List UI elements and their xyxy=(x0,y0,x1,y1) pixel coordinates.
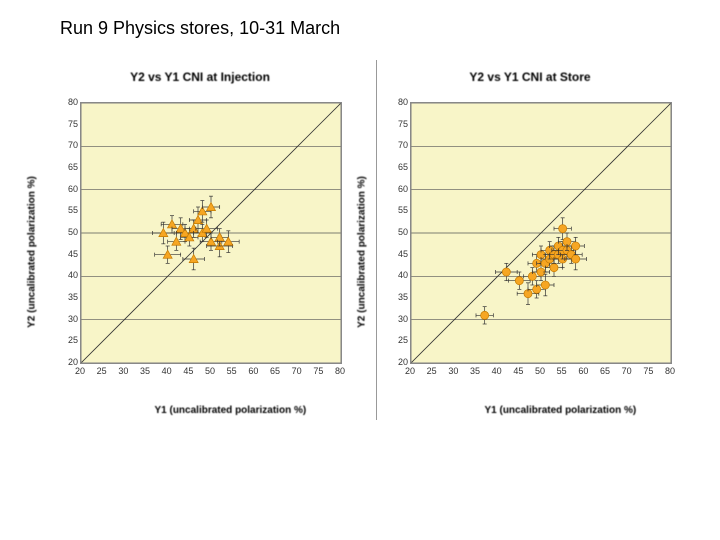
y-tick: 55 xyxy=(68,205,78,215)
chart-pair: Y2 vs Y1 CNI at Injection Y2 (uncalibrat… xyxy=(40,70,690,412)
x-tick: 75 xyxy=(643,366,653,376)
y-tick: 50 xyxy=(398,227,408,237)
plot-area xyxy=(410,102,672,364)
x-tick: 60 xyxy=(248,366,258,376)
y-tick: 60 xyxy=(68,184,78,194)
x-tick: 70 xyxy=(292,366,302,376)
x-tick: 35 xyxy=(140,366,150,376)
chart-store: Y2 vs Y1 CNI at Store Y2 (uncalibrated p… xyxy=(370,70,690,412)
plot-wrap: Y2 (uncalibrated polarization %) Y1 (unc… xyxy=(370,92,690,412)
y-tick: 60 xyxy=(398,184,408,194)
x-tick: 70 xyxy=(622,366,632,376)
y-axis-label: Y2 (uncalibrated polarization %) xyxy=(357,176,368,328)
x-tick: 40 xyxy=(162,366,172,376)
chart-title: Y2 vs Y1 CNI at Store xyxy=(370,70,690,84)
x-tick: 80 xyxy=(335,366,345,376)
x-tick: 45 xyxy=(183,366,193,376)
x-tick: 55 xyxy=(227,366,237,376)
y-tick: 45 xyxy=(398,249,408,259)
x-tick: 30 xyxy=(118,366,128,376)
x-tick: 25 xyxy=(427,366,437,376)
y-tick: 55 xyxy=(398,205,408,215)
x-tick: 80 xyxy=(665,366,675,376)
y-tick: 70 xyxy=(68,140,78,150)
x-axis-label: Y1 (uncalibrated polarization %) xyxy=(154,405,306,416)
y-tick: 75 xyxy=(68,119,78,129)
x-tick: 20 xyxy=(405,366,415,376)
chart-title: Y2 vs Y1 CNI at Injection xyxy=(40,70,360,84)
x-tick: 45 xyxy=(513,366,523,376)
y-tick: 25 xyxy=(68,335,78,345)
plot-area xyxy=(80,102,342,364)
y-tick: 80 xyxy=(68,97,78,107)
y-tick: 65 xyxy=(398,162,408,172)
plot-wrap: Y2 (uncalibrated polarization %) Y1 (unc… xyxy=(40,92,360,412)
x-tick: 65 xyxy=(270,366,280,376)
y-tick: 30 xyxy=(68,314,78,324)
y-tick: 65 xyxy=(68,162,78,172)
x-tick: 60 xyxy=(578,366,588,376)
y-tick: 35 xyxy=(398,292,408,302)
y-tick: 80 xyxy=(398,97,408,107)
y-tick: 50 xyxy=(68,227,78,237)
x-tick: 50 xyxy=(535,366,545,376)
x-tick: 50 xyxy=(205,366,215,376)
chart-injection: Y2 vs Y1 CNI at Injection Y2 (uncalibrat… xyxy=(40,70,360,412)
y-axis-label: Y2 (uncalibrated polarization %) xyxy=(27,176,38,328)
x-tick: 40 xyxy=(492,366,502,376)
x-tick: 35 xyxy=(470,366,480,376)
x-tick: 65 xyxy=(600,366,610,376)
x-tick: 75 xyxy=(313,366,323,376)
page-title: Run 9 Physics stores, 10-31 March xyxy=(60,18,340,39)
y-tick: 40 xyxy=(68,270,78,280)
x-tick: 25 xyxy=(97,366,107,376)
x-tick: 20 xyxy=(75,366,85,376)
y-tick: 45 xyxy=(68,249,78,259)
x-axis-label: Y1 (uncalibrated polarization %) xyxy=(484,405,636,416)
y-tick: 40 xyxy=(398,270,408,280)
y-tick: 25 xyxy=(398,335,408,345)
y-tick: 30 xyxy=(398,314,408,324)
y-tick: 35 xyxy=(68,292,78,302)
x-tick: 55 xyxy=(557,366,567,376)
x-tick: 30 xyxy=(448,366,458,376)
y-tick: 70 xyxy=(398,140,408,150)
y-tick: 75 xyxy=(398,119,408,129)
